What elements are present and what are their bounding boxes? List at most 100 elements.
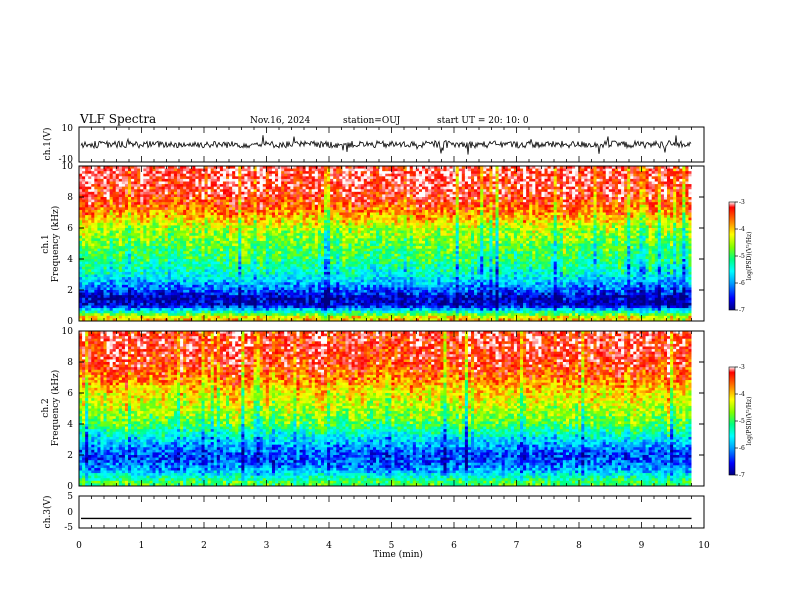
spectrogram-cell [474,184,477,187]
spectrogram-cell [358,179,361,182]
spectrogram-cell [137,205,140,208]
spectrogram-cell [652,187,655,190]
spectrogram-cell [682,210,685,213]
spectrogram-cell [113,202,116,205]
spectrogram-cell [107,174,110,177]
spectrogram-cell [195,218,198,221]
spectrogram-cell [682,218,685,221]
spectrogram-cell [364,225,367,228]
spectrogram-cell [664,218,667,221]
spectrogram-cell [107,213,110,216]
spectrogram-cell [569,176,572,179]
spectrogram-cell [670,223,673,226]
spectrogram-cell [502,184,505,187]
spectrogram-cell [226,182,229,185]
spectrogram-cell [180,176,183,179]
spectrogram-cell [572,192,575,195]
spectrogram-cell [465,176,468,179]
spectrogram-cell [575,202,578,205]
spectrogram-cell [358,169,361,172]
spectrogram-cell [339,205,342,208]
spectrogram-cell [541,171,544,174]
spectrogram-cell [514,220,517,223]
spectrogram-cell [597,189,600,192]
spectrogram-cell [125,225,128,228]
spectrogram-cell [296,179,299,182]
spectrogram-cell [171,179,174,182]
spectrogram-cell [241,210,244,213]
spectrogram-cell [667,184,670,187]
spectrogram-cell [85,228,88,231]
spectrogram-cell [422,192,425,195]
spectrogram-cell [643,182,646,185]
spectrogram-cell [667,179,670,182]
spectrogram-cell [621,187,624,190]
spectrogram-cell [413,207,416,210]
spectrogram-cell [548,169,551,172]
spectrogram-cell [447,205,450,208]
spectrogram-cell [315,228,318,231]
spectrogram-cell [342,169,345,172]
spectrogram-cell [514,225,517,228]
spectrogram-cell [419,200,422,203]
spectrogram-cell [474,171,477,174]
spectrogram-cell [682,169,685,172]
spectrogram-cell [499,202,502,205]
spectrogram-cell [128,207,131,210]
spectrogram-cell [471,176,474,179]
spectrogram-cell [214,218,217,221]
spectrogram-cell [618,207,621,210]
spectrogram-cell [560,213,563,216]
spectrogram-cell [673,194,676,197]
spectrogram-cell [186,182,189,185]
spectrogram-cell [437,171,440,174]
spectrogram-cell [284,197,287,200]
spectrogram-cell [162,179,165,182]
spectrogram-cell [192,228,195,231]
spectrogram-cell [422,179,425,182]
spectrogram-cell [113,207,116,210]
spectrogram-cell [186,187,189,190]
spectrogram-cell [594,215,597,218]
spectrogram-cell [477,228,480,231]
spectrogram-cell [278,225,281,228]
spectrogram-cell [107,215,110,218]
spectrogram-cell [587,171,590,174]
spectrogram-cell [597,228,600,231]
spectrogram-cell [220,220,223,223]
spectrogram-cell [394,200,397,203]
spectrogram-cell [639,182,642,185]
spectrogram-cell [238,169,241,172]
spectrogram-cell [538,225,541,228]
spectrogram-cell [587,218,590,221]
spectrogram-cell [110,220,113,223]
spectrogram-cell [394,192,397,195]
spectrogram-cell [538,213,541,216]
spectrogram-cell [382,169,385,172]
spectrogram-cell [410,225,413,228]
spectrogram-cell [149,210,152,213]
spectrogram-cell [281,225,284,228]
spectrogram-cell [223,205,226,208]
spectrogram-cell [502,192,505,195]
spectrogram-cell [379,171,382,174]
spectrogram-cell [192,220,195,223]
spectrogram-cell [156,197,159,200]
spectrogram-cell [664,187,667,190]
spectrogram-cell [168,215,171,218]
spectrogram-cell [600,169,603,172]
spectrogram-cell [275,200,278,203]
spectrogram-cell [180,202,183,205]
spectrogram-cell [517,179,520,182]
spectrogram-cell [508,213,511,216]
spectrogram-cell [407,207,410,210]
spectrogram-cell [143,194,146,197]
spectrogram-cell [456,228,459,231]
spectrogram-cell [401,220,404,223]
spectrogram-cell [278,228,281,231]
spectrogram-cell [639,176,642,179]
spectrogram-cell [226,215,229,218]
spectrogram-cell [676,179,679,182]
spectrogram-cell [355,200,358,203]
spectrogram-cell [303,184,306,187]
